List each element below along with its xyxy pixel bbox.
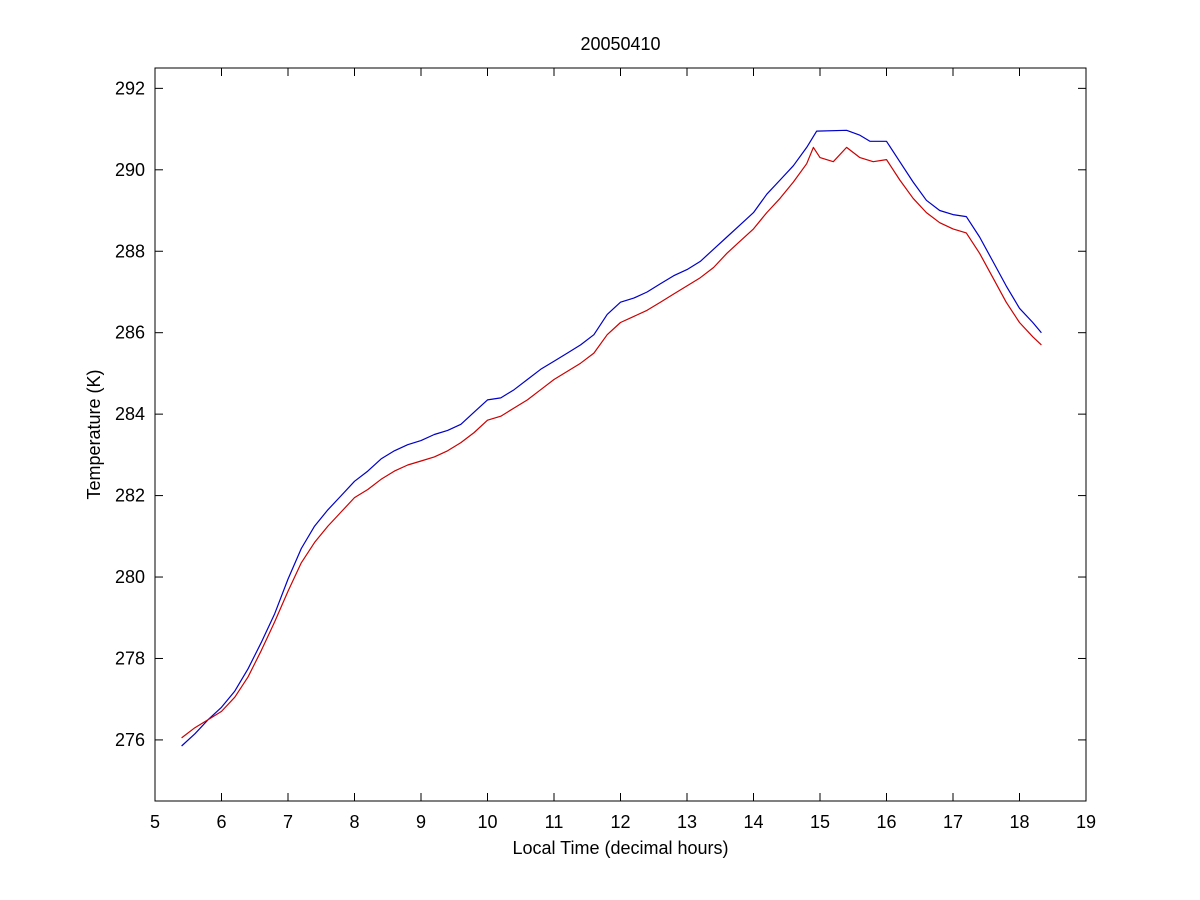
x-tick-label: 13 [677, 812, 697, 832]
y-axis-label: Temperature (K) [84, 369, 104, 499]
y-tick-label: 292 [115, 78, 145, 98]
x-tick-label: 6 [216, 812, 226, 832]
x-tick-label: 10 [477, 812, 497, 832]
x-tick-label: 5 [150, 812, 160, 832]
x-tick-label: 17 [943, 812, 963, 832]
x-tick-label: 14 [743, 812, 763, 832]
x-tick-label: 9 [416, 812, 426, 832]
y-tick-label: 276 [115, 730, 145, 750]
x-tick-label: 16 [876, 812, 896, 832]
series-line-1 [181, 129, 1042, 747]
y-tick-label: 280 [115, 567, 145, 587]
x-tick-label: 15 [810, 812, 830, 832]
series-layer [181, 129, 1042, 747]
plot-area [155, 68, 1086, 801]
chart-title: 20050410 [580, 34, 660, 54]
y-tick-label: 288 [115, 241, 145, 261]
y-tick-label: 278 [115, 648, 145, 668]
x-tick-label: 7 [283, 812, 293, 832]
series-line-2 [181, 146, 1042, 739]
x-tick-label: 8 [349, 812, 359, 832]
x-axis: 5 6 7 8 9 10 11 12 13 14 15 16 17 18 19 [150, 68, 1096, 832]
y-tick-label: 286 [115, 323, 145, 343]
x-tick-label: 18 [1009, 812, 1029, 832]
y-tick-label: 282 [115, 486, 145, 506]
x-axis-label: Local Time (decimal hours) [512, 838, 728, 858]
x-tick-label: 11 [545, 812, 564, 832]
y-axis: 276 278 280 282 284 286 288 290 292 [115, 78, 1086, 750]
x-tick-label: 19 [1076, 812, 1096, 832]
y-tick-label: 284 [115, 404, 145, 424]
y-tick-label: 290 [115, 160, 145, 180]
x-tick-label: 12 [610, 812, 630, 832]
